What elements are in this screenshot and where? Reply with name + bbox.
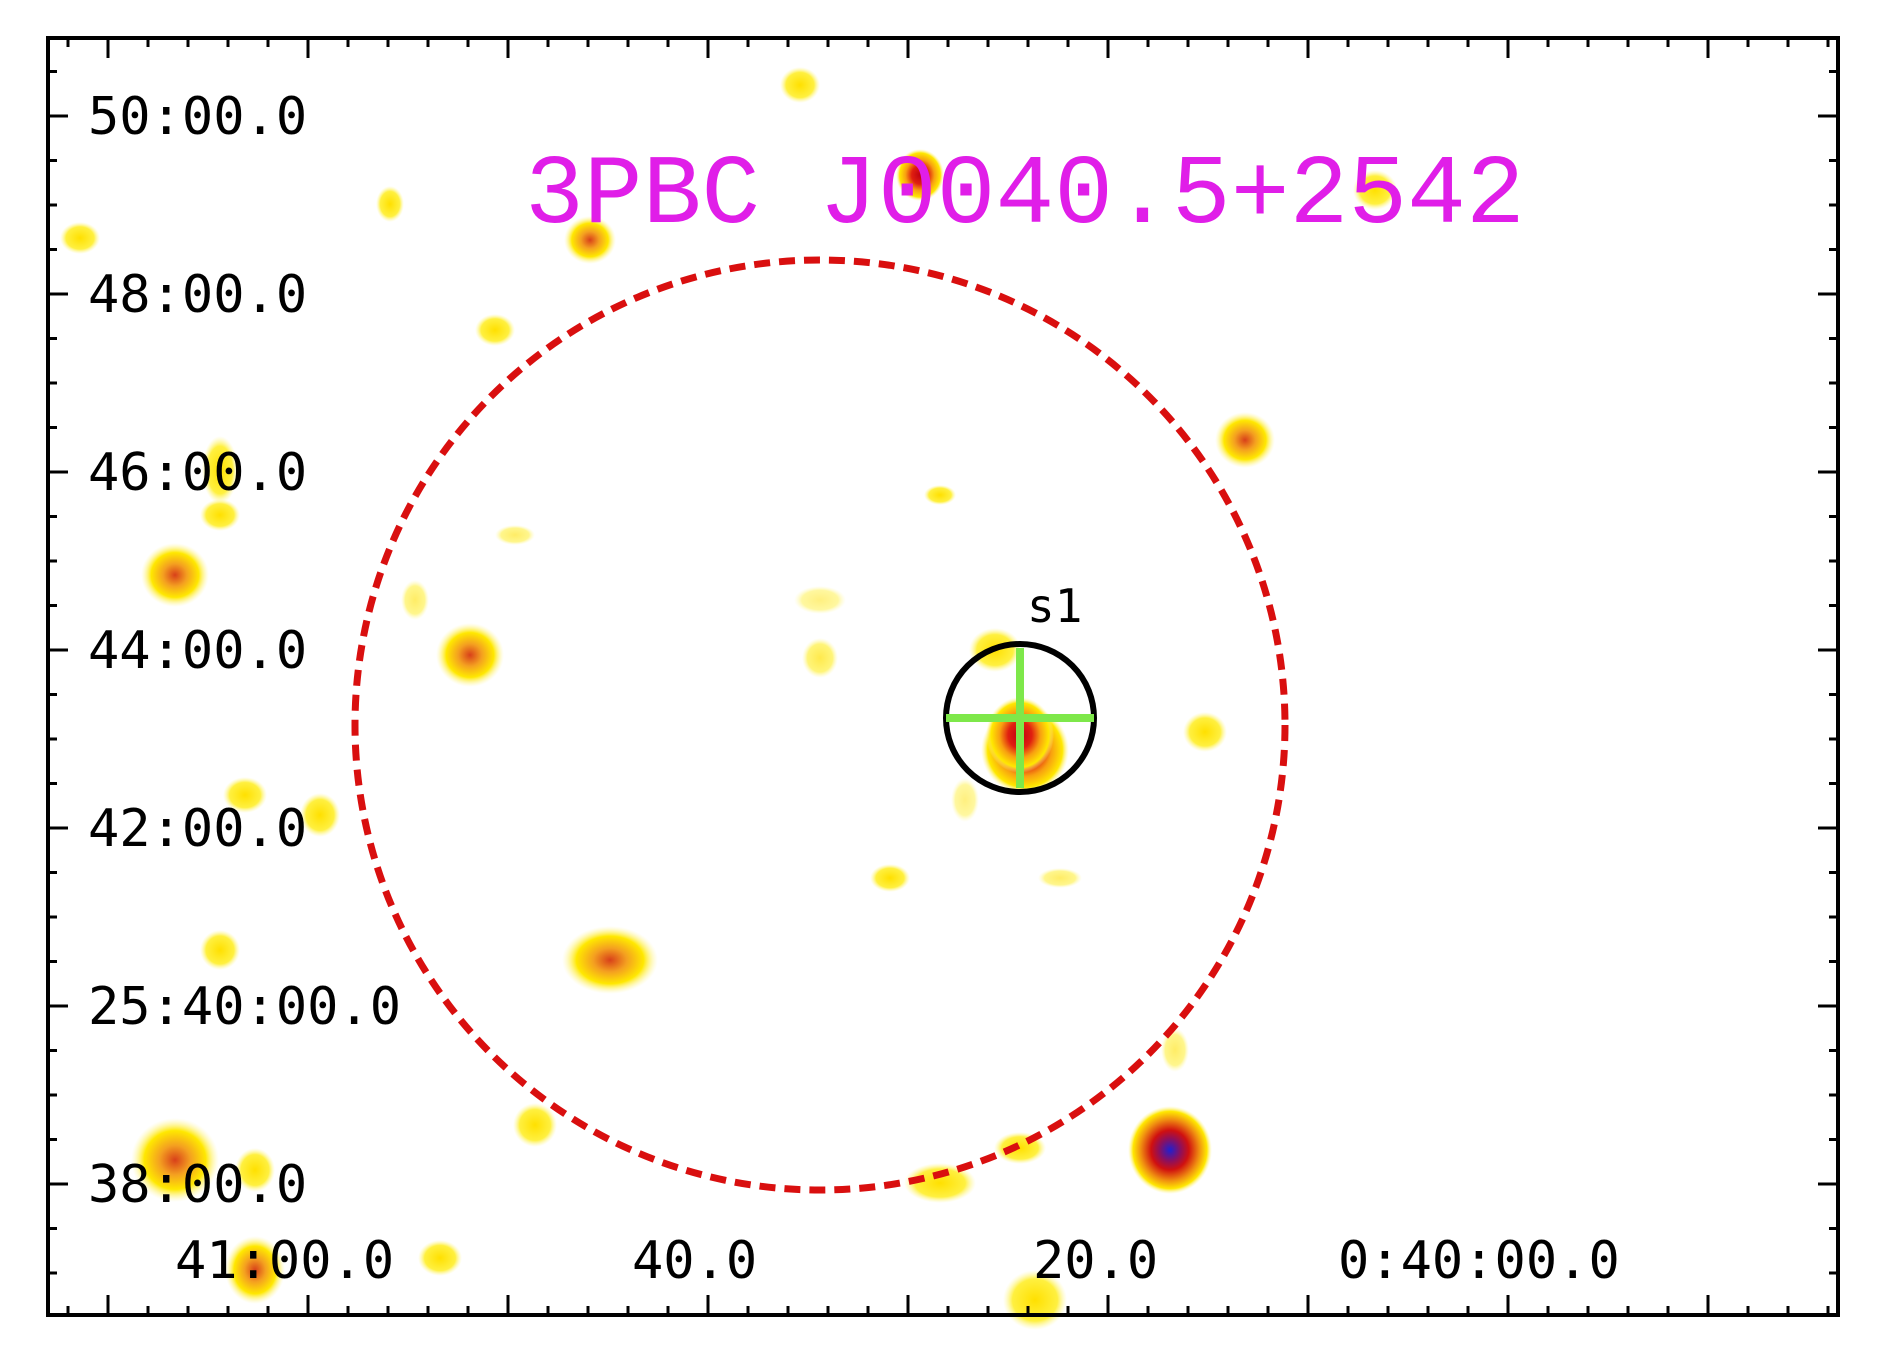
dec-label: 48:00.0 — [88, 265, 307, 325]
dec-label: 42:00.0 — [88, 799, 307, 859]
dec-label: 44:00.0 — [88, 621, 307, 681]
source-blobs — [60, 67, 1397, 1330]
ra-label: 20.0 — [1033, 1231, 1158, 1291]
ra-label: 40.0 — [632, 1231, 757, 1291]
ra-label: 0:40:00.0 — [1338, 1231, 1620, 1291]
ra-labels: 41:00.0 40.0 20.0 0:40:00.0 — [175, 1231, 1620, 1291]
tick-marks — [48, 38, 1838, 1315]
error-circle — [351, 256, 1289, 1194]
dec-label: 50:00.0 — [88, 87, 307, 147]
dec-label: 25:40:00.0 — [88, 977, 401, 1037]
dec-labels: 50:00.0 48:00.0 46:00.0 44:00.0 42:00.0 … — [88, 87, 401, 1215]
source-label: s1 — [1027, 579, 1082, 633]
plot-title: 3PBC J0040.5+2542 — [525, 141, 1525, 252]
plot-frame — [46, 36, 1840, 1317]
dec-label: 46:00.0 — [88, 443, 307, 503]
ra-label: 41:00.0 — [175, 1231, 394, 1291]
dec-label: 38:00.0 — [88, 1155, 307, 1215]
